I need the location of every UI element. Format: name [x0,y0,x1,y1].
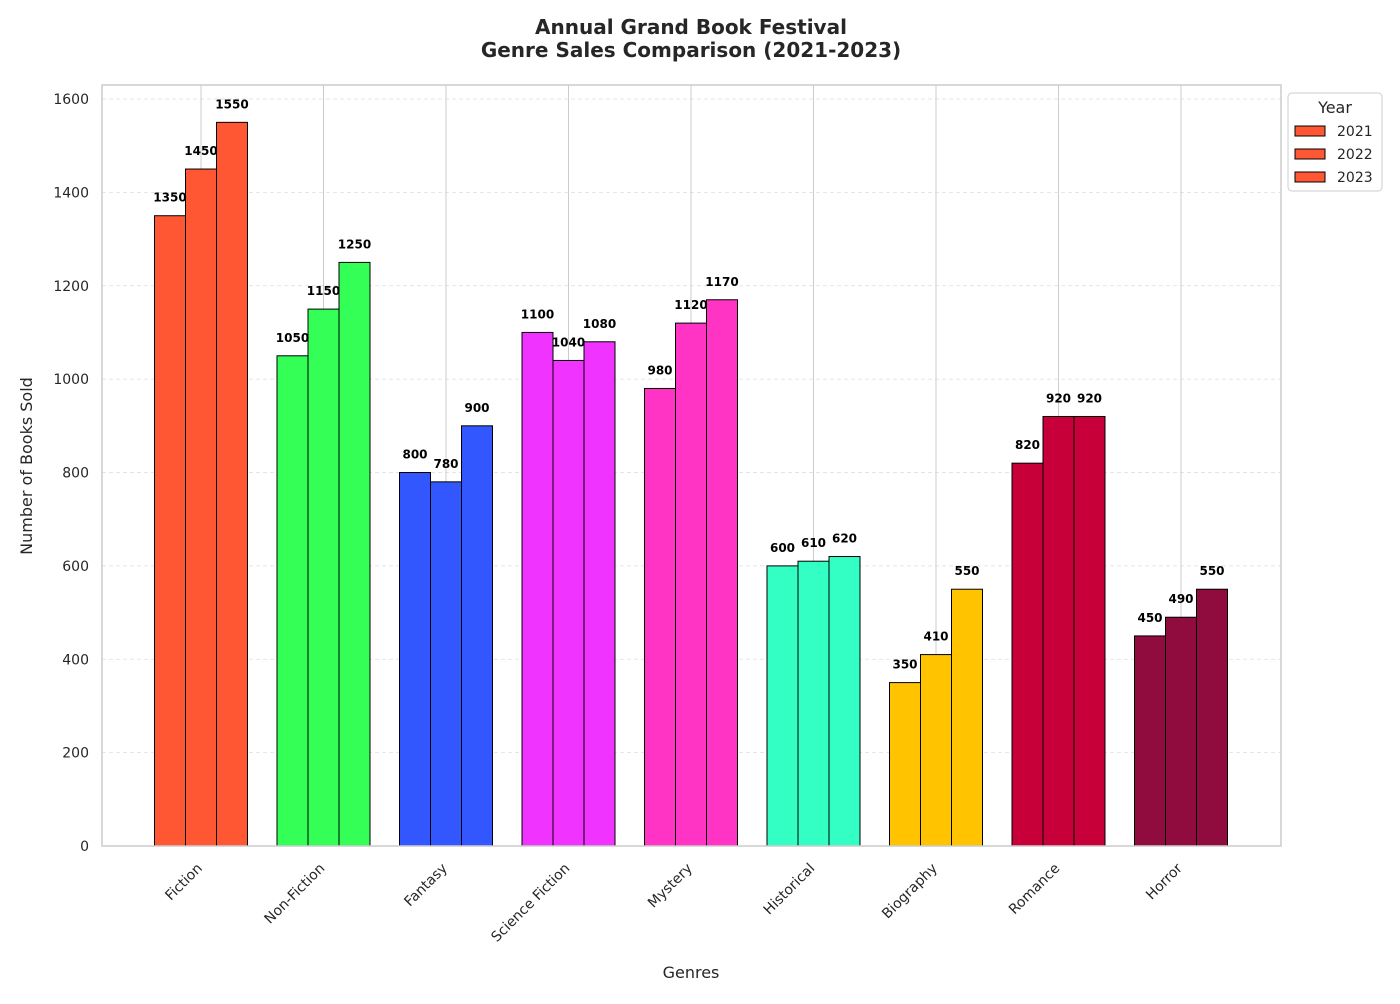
bar [338,261,371,847]
x-tick-label: Science Fiction [488,861,573,946]
chart-title-line2: Genre Sales Comparison (2021-2023) [481,38,901,62]
chart-title-line1: Annual Grand Book Festival [535,15,847,39]
bar-value-label: 550 [1199,564,1224,578]
bar [675,322,707,847]
bar-value-label: 1080 [583,317,616,331]
bar-value-label: 800 [402,448,427,462]
bar-value-label: 350 [892,658,917,672]
bar-value-label: 410 [923,630,948,644]
bar-value-label: 1170 [705,275,738,289]
bar-value-labels: 1350 1050 800 1100 980 600 350 820 450 1450 1150 78… [153,97,1224,671]
legend-entry-label: 2023 [1337,170,1373,186]
y-tick-label: 1200 [53,279,89,295]
bar [1042,415,1075,847]
bar [1134,635,1166,847]
bar-value-label: 600 [770,541,795,555]
bar-value-label: 450 [1137,611,1162,625]
bar-value-label: 1050 [276,331,309,345]
bar [154,215,186,847]
bar [430,481,462,847]
x-tick-label: Romance [1006,861,1063,918]
bar-value-label: 780 [433,457,458,471]
bar-value-label: 1350 [153,191,186,205]
x-tick-label: Fiction [162,861,205,904]
bar [185,168,217,847]
bar [706,299,738,847]
y-tick-label: 1000 [53,372,89,388]
bar [552,359,585,847]
bar [1196,588,1228,847]
bar-value-label: 920 [1046,391,1071,405]
x-axis-label: Genres [663,963,720,982]
legend-entry-label: 2022 [1337,147,1373,163]
bar-value-label: 550 [954,564,979,578]
bar-value-label: 490 [1168,592,1193,606]
bar [276,355,309,847]
bar [461,425,493,847]
bar [1165,616,1197,847]
bar-value-label: 920 [1077,391,1102,405]
bar [1011,462,1044,847]
y-tick-label: 0 [80,839,89,855]
bar [828,556,861,847]
x-tick-label: Fantasy [401,861,450,910]
bar [583,341,616,847]
bar [766,565,799,847]
bar [1073,415,1106,847]
legend-swatch [1294,125,1326,137]
bar-value-label: 1550 [215,97,248,111]
bar-value-label: 1450 [184,144,217,158]
bar [920,654,952,847]
bar-value-label: 1100 [521,307,554,321]
bars [154,121,1228,847]
bar [644,387,676,847]
legend-items: 2021 2022 2023 [1294,124,1373,186]
y-tick-label: 1400 [53,185,89,201]
legend-swatch [1294,171,1326,183]
x-tick-label: Horror [1143,860,1186,903]
bar [521,331,554,847]
y-tick-label: 800 [62,466,89,482]
x-tick-label: Mystery [645,861,696,912]
y-tick-label: 200 [62,746,89,762]
bar-value-label: 820 [1015,438,1040,452]
x-tick-label: Historical [761,861,819,919]
legend-title: Year [1317,98,1352,117]
bar-value-label: 1040 [552,335,585,349]
legend-swatch [1294,148,1326,160]
y-axis-ticks: 0 200 400 600 800 1000 1200 1400 1600 [53,92,89,855]
y-tick-label: 400 [62,652,89,668]
bar-value-label: 980 [647,363,672,377]
bar [216,121,248,847]
y-tick-label: 1600 [53,92,89,108]
bar-value-label: 1120 [674,298,707,312]
bar [951,588,983,847]
y-tick-label: 600 [62,559,89,575]
y-axis-label: Number of Books Sold [17,377,36,555]
x-tick-label: Biography [879,861,941,923]
bar [889,682,921,847]
bar-value-label: 1250 [338,237,371,251]
bar-value-label: 1150 [307,284,340,298]
bar-value-label: 610 [801,536,826,550]
bar [399,472,431,847]
bar [797,560,830,847]
bar [307,308,340,847]
legend-entry-label: 2021 [1337,124,1373,140]
bar-value-label: 900 [464,401,489,415]
x-tick-label: Non-Fiction [262,861,329,928]
x-axis-ticks: Fiction Non-Fiction Fantasy Science Fiction… [162,860,1186,945]
plot-frame [101,84,1282,847]
bar-value-label: 620 [832,532,857,546]
legend: Year 2021 2022 2023 [1287,92,1383,192]
legend-box [1287,92,1383,192]
